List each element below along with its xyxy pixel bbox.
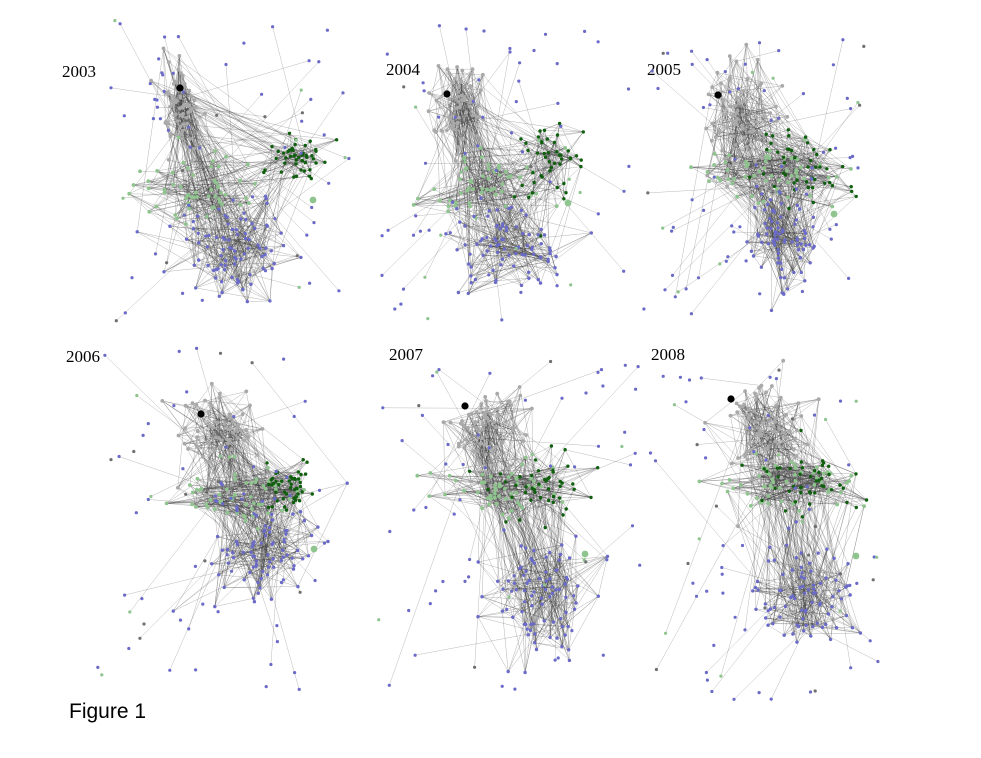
highlight-node <box>461 402 469 410</box>
nodes-2005 <box>642 38 866 316</box>
large-green-node <box>564 199 572 207</box>
nodes-2006 <box>96 346 349 692</box>
edges-2008 <box>655 360 878 700</box>
highlight-node <box>714 91 722 99</box>
large-green-node <box>852 552 860 560</box>
nodes-2003 <box>109 19 351 323</box>
panel-2007: 2007 <box>377 345 642 691</box>
year-label-2007: 2007 <box>389 345 424 364</box>
edges-2003 <box>110 23 350 321</box>
year-label-2006: 2006 <box>66 347 100 366</box>
panel-2008: 2008 <box>648 345 880 701</box>
panel-2006: 2006 <box>66 346 349 692</box>
edges-2007 <box>382 361 639 686</box>
large-green-node <box>830 210 838 218</box>
highlight-node <box>727 395 735 403</box>
year-label-2005: 2005 <box>647 60 681 79</box>
nodes-2004 <box>380 24 631 322</box>
highlight-node <box>443 90 451 98</box>
highlight-node <box>197 410 205 418</box>
nodes-2008 <box>648 358 880 701</box>
nodes-2007 <box>377 359 642 691</box>
panel-2003: 2003 <box>62 19 351 323</box>
large-green-node <box>310 545 318 553</box>
year-label-2004: 2004 <box>386 60 421 79</box>
highlight-node <box>176 84 184 92</box>
year-label-2003: 2003 <box>62 62 96 81</box>
figure-caption: Figure 1 <box>69 700 147 723</box>
panel-2004: 2004 <box>380 24 631 322</box>
panel-2005: 2005 <box>642 38 866 316</box>
year-label-2008: 2008 <box>651 345 685 364</box>
large-green-node <box>581 550 589 558</box>
large-green-node <box>309 196 317 204</box>
